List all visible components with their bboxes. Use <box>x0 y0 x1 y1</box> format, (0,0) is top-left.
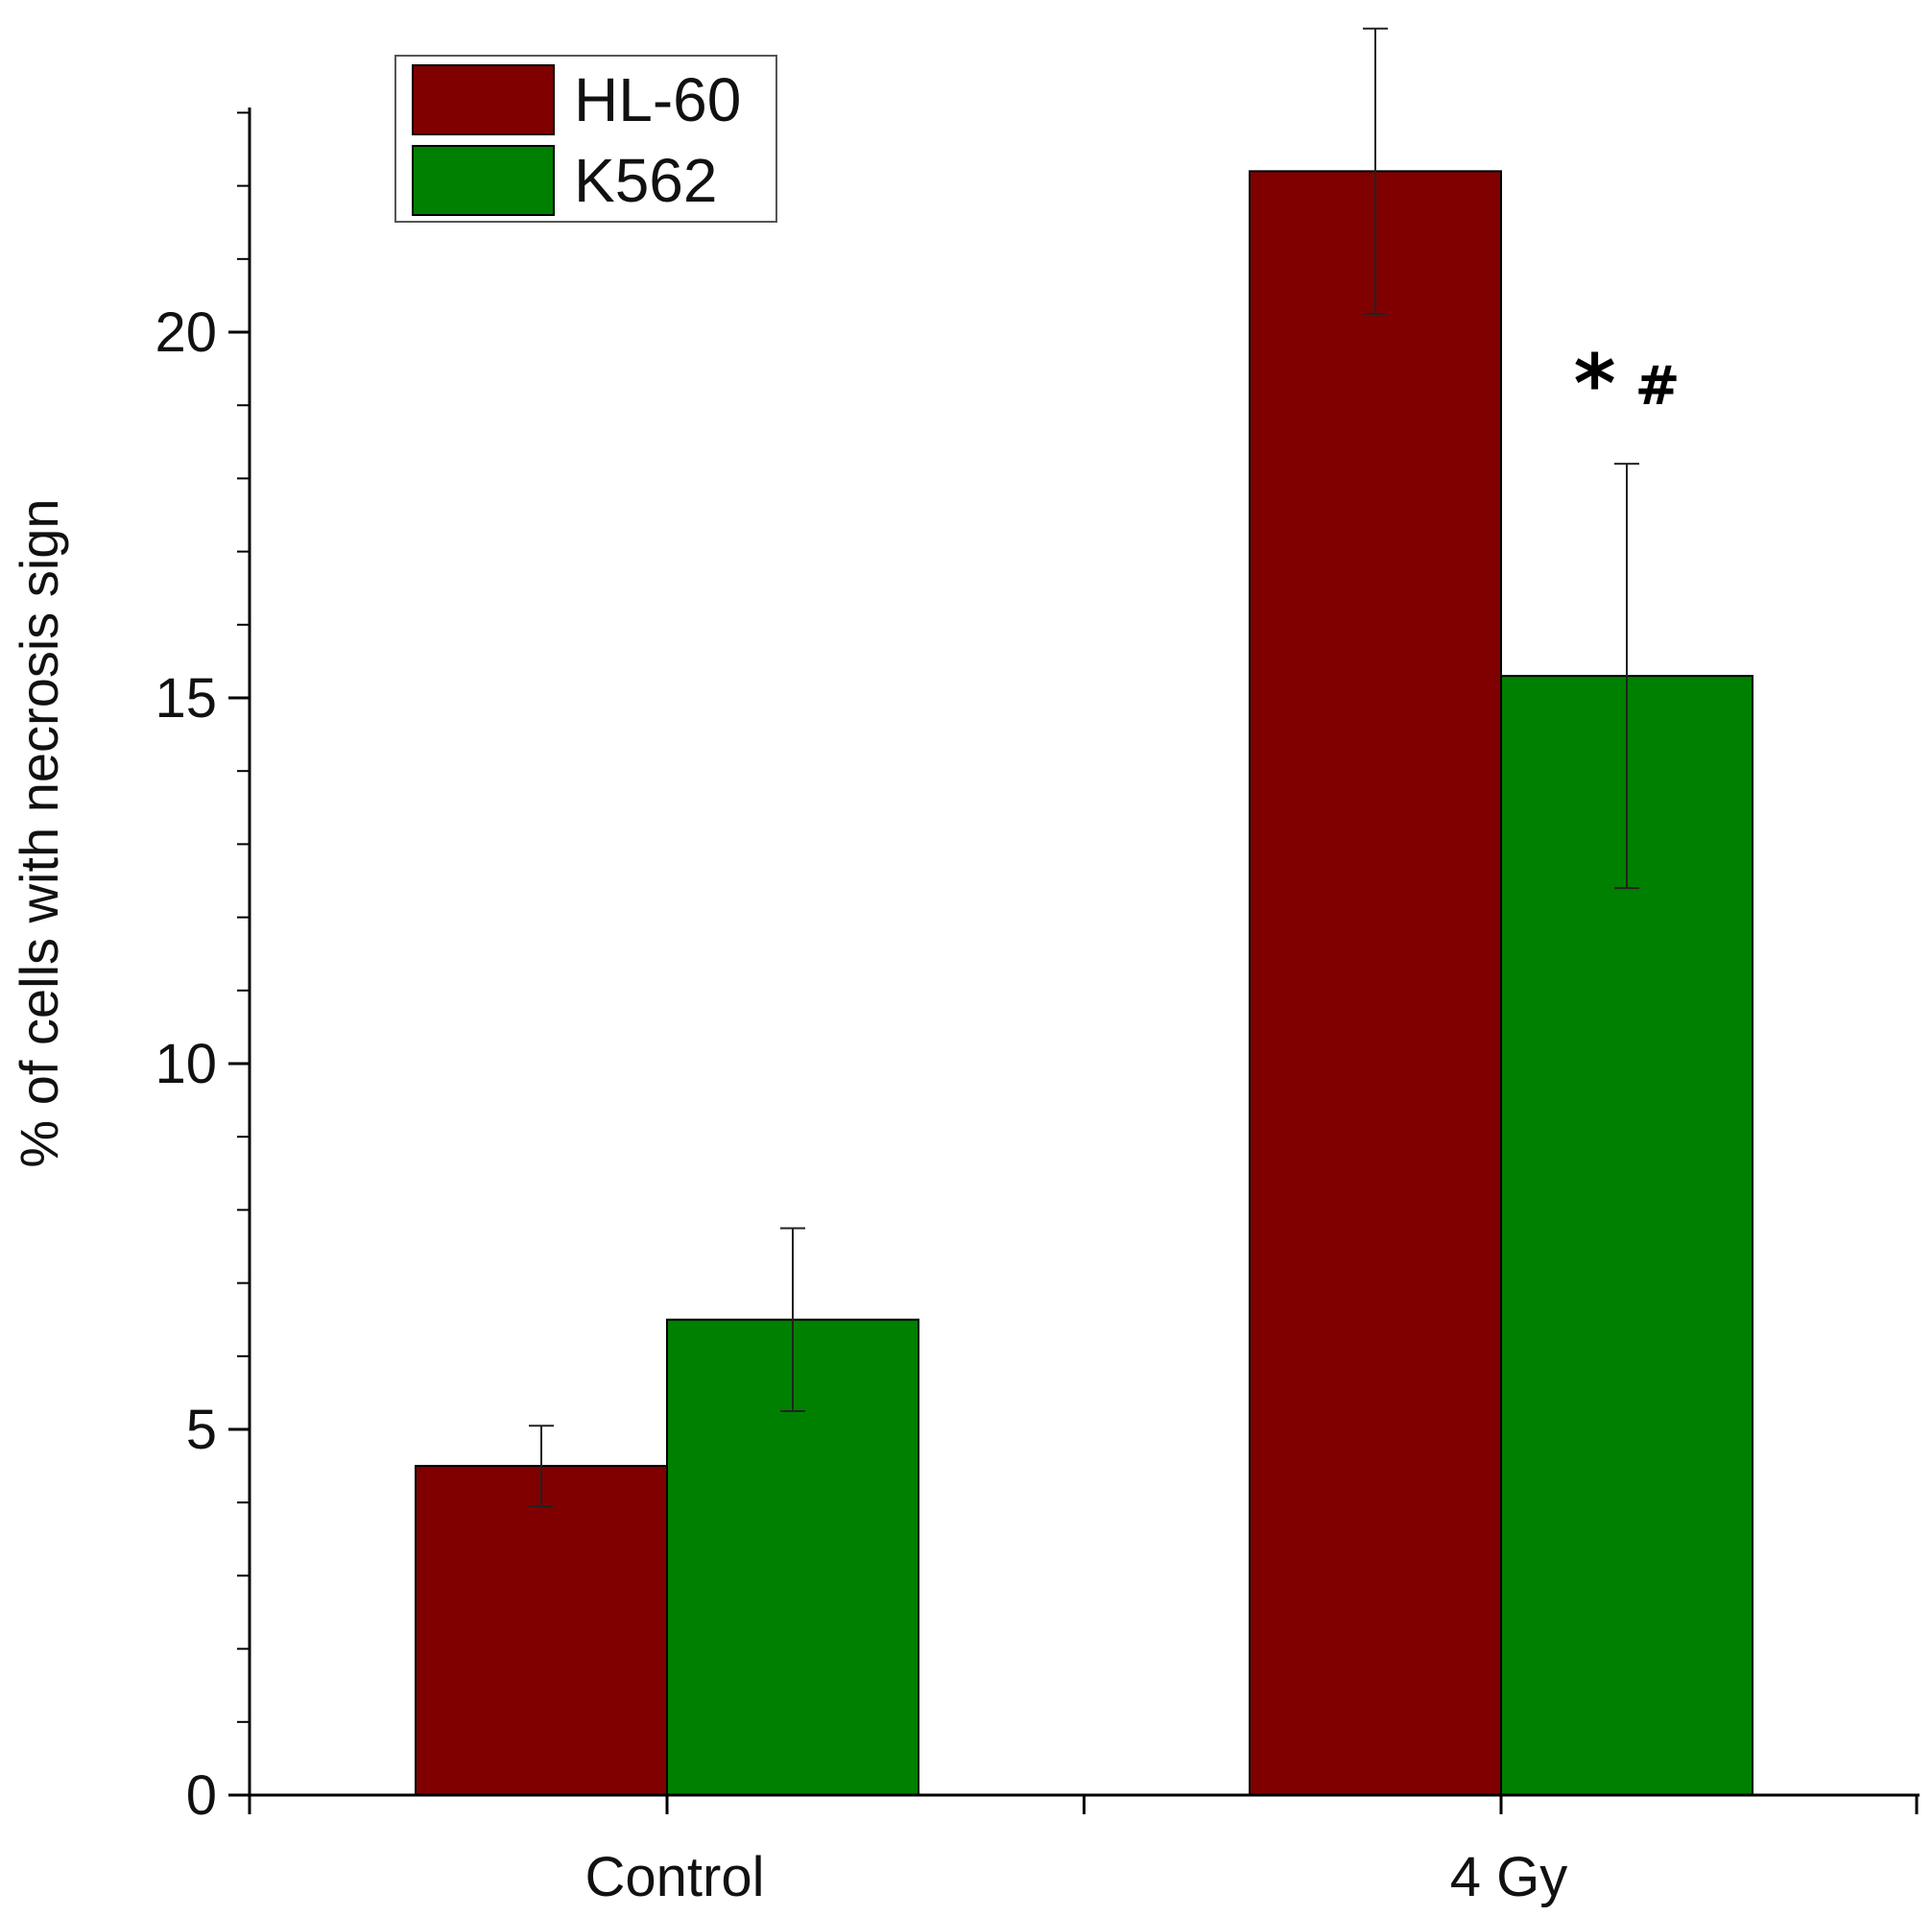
legend-item-k562: K562 <box>412 145 717 216</box>
significance-star: * <box>1574 337 1616 431</box>
y-tick-label-20: 20 <box>155 301 217 364</box>
x-tick-label-4gy: 4 Gy <box>1450 1846 1568 1908</box>
legend-swatch-hl60 <box>412 64 555 135</box>
y-tick-label-15: 15 <box>155 667 217 730</box>
bar-hl60-control <box>415 1465 668 1796</box>
legend: HL-60 K562 <box>394 55 777 223</box>
y-tick-label-10: 10 <box>155 1033 217 1095</box>
y-tick-label-0: 0 <box>186 1764 217 1827</box>
y-tick-label-5: 5 <box>186 1399 217 1461</box>
legend-swatch-k562 <box>412 145 555 216</box>
legend-label-k562: K562 <box>574 146 717 215</box>
significance-hash: # <box>1635 355 1681 418</box>
legend-label-hl60: HL-60 <box>574 65 741 134</box>
y-axis-title: % of cells with necrosis sign <box>9 498 69 1167</box>
bar-hl60-4gy <box>1249 170 1502 1797</box>
significance-marker-0: * <box>1354 0 1396 21</box>
significance-marker-1: * # <box>1574 337 1681 431</box>
x-tick-label-control: Control <box>585 1846 765 1908</box>
legend-item-hl60: HL-60 <box>412 64 741 135</box>
